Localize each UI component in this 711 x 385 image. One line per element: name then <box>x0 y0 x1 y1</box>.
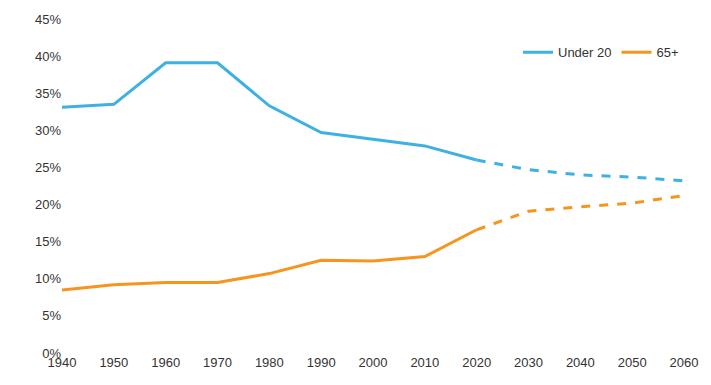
svg-text:1950: 1950 <box>99 355 128 370</box>
svg-text:40%: 40% <box>35 49 61 64</box>
svg-text:2050: 2050 <box>618 355 647 370</box>
svg-text:1960: 1960 <box>151 355 180 370</box>
svg-text:2040: 2040 <box>566 355 595 370</box>
svg-text:30%: 30% <box>35 123 61 138</box>
svg-text:1970: 1970 <box>203 355 232 370</box>
svg-text:45%: 45% <box>35 12 61 27</box>
svg-text:1980: 1980 <box>255 355 284 370</box>
svg-text:2060: 2060 <box>670 355 699 370</box>
svg-text:2000: 2000 <box>359 355 388 370</box>
svg-text:2020: 2020 <box>462 355 491 370</box>
svg-text:15%: 15% <box>35 234 61 249</box>
svg-text:10%: 10% <box>35 271 61 286</box>
svg-text:2030: 2030 <box>514 355 543 370</box>
svg-text:2010: 2010 <box>410 355 439 370</box>
svg-text:1940: 1940 <box>48 355 77 370</box>
svg-text:5%: 5% <box>42 308 61 323</box>
svg-text:25%: 25% <box>35 160 61 175</box>
svg-text:65+: 65+ <box>656 45 678 60</box>
svg-text:35%: 35% <box>35 86 61 101</box>
svg-text:20%: 20% <box>35 197 61 212</box>
svg-text:0%: 0% <box>42 346 61 361</box>
svg-text:1990: 1990 <box>307 355 336 370</box>
svg-text:Under 20: Under 20 <box>558 45 611 60</box>
